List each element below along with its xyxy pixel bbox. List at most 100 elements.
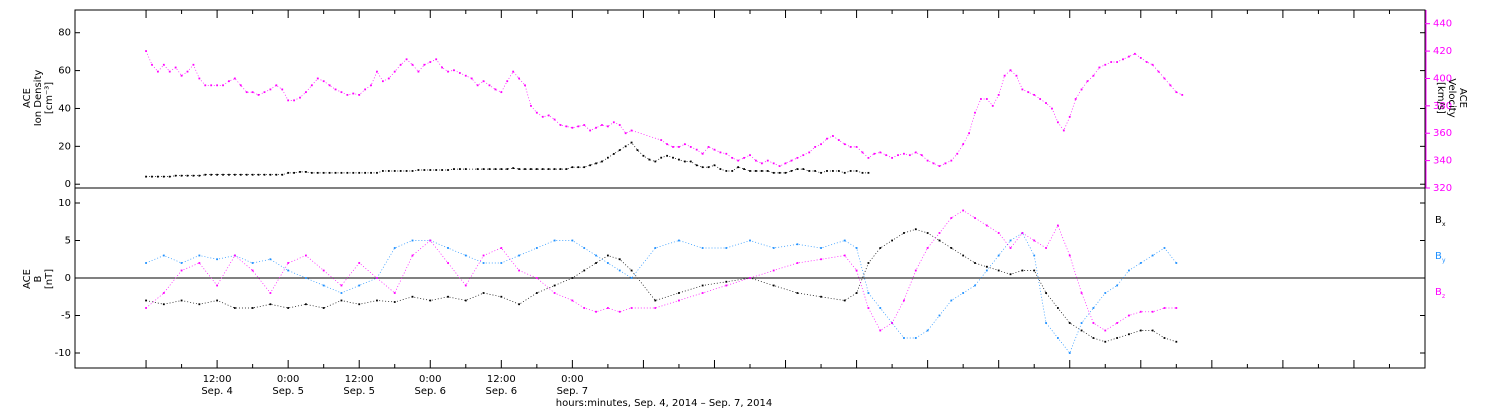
bottom-series-0-point	[1045, 292, 1047, 294]
top-series-1-point	[381, 80, 384, 83]
top-series-1-point	[370, 84, 372, 87]
top-series-1-point	[678, 146, 680, 148]
bottom-ylabel-line-1: ACE	[22, 269, 33, 289]
top-series-1-point	[755, 159, 757, 162]
top-right-tick-label: 380	[1433, 101, 1452, 112]
bottom-series-2-point	[145, 307, 147, 309]
top-series-0-point	[618, 149, 621, 152]
bottom-series-0-point	[938, 239, 941, 242]
top-series-0-point	[364, 171, 367, 174]
legend-label-y: B	[1435, 251, 1442, 262]
bottom-series-0-point	[464, 299, 467, 302]
top-series-0-point	[198, 174, 201, 177]
top-y2label-line-2: Velocity	[1446, 78, 1457, 117]
bottom-series-2-point	[855, 269, 858, 272]
top-series-1-point	[512, 70, 515, 73]
bottom-series-2-point	[938, 232, 941, 234]
bottom-series-0-point	[305, 303, 307, 306]
bottom-series-1-point	[903, 337, 905, 339]
top-series-0-point	[263, 173, 266, 176]
bottom-series-2-point	[358, 262, 361, 264]
top-series-1-point	[683, 143, 686, 146]
bottom-series-1-point	[553, 239, 556, 242]
top-series-1-point	[891, 156, 894, 159]
bottom-series-1-point	[518, 254, 520, 257]
top-series-1-point	[932, 162, 935, 165]
bottom-series-0-point	[606, 254, 609, 257]
top-series-1-point	[1051, 107, 1053, 110]
bottom-series-2-point	[926, 247, 929, 249]
top-right-tick-label: 340	[1433, 156, 1452, 167]
bottom-series-1-point	[180, 262, 183, 264]
top-series-1-point	[577, 125, 580, 128]
top-series-0-point	[381, 170, 384, 172]
bottom-tick-label: -10	[55, 348, 71, 359]
top-series-0-point	[666, 154, 669, 157]
bottom-series-0-point	[796, 292, 799, 294]
bottom-series-0-point	[867, 262, 870, 264]
top-series-0-point	[180, 174, 183, 177]
bottom-series-1-point	[879, 307, 882, 309]
bottom-series-0-point	[678, 292, 680, 294]
bottom-series-0-point	[518, 303, 520, 306]
bottom-series-1-point	[482, 262, 485, 264]
bottom-tick-label: -5	[61, 311, 71, 322]
top-series-0-point	[772, 171, 775, 174]
x-tick-date-label: Sep. 7	[557, 386, 589, 397]
top-ylabel-line-1: ACE	[22, 88, 33, 108]
top-series-1-point	[601, 124, 603, 126]
top-series-1-point	[180, 74, 183, 77]
bottom-series-1-point	[1139, 262, 1142, 264]
top-series-0-point	[506, 168, 509, 170]
bottom-series-1-point	[974, 284, 976, 287]
top-series-1-point	[464, 74, 467, 77]
x-tick-time-label: 12:00	[487, 374, 516, 385]
top-series-1-point	[518, 77, 520, 80]
top-series-1-point	[251, 91, 254, 94]
top-series-1-point	[476, 84, 479, 87]
top-series-0-point	[725, 170, 728, 172]
bottom-series-2-point	[1151, 310, 1154, 313]
top-series-0-point	[423, 169, 426, 171]
top-series-0-point	[707, 166, 710, 169]
top-series-0-point	[245, 173, 248, 176]
bottom-series-0-point	[162, 303, 165, 306]
top-right-tick-label: 360	[1433, 128, 1452, 139]
top-series-1-point	[1045, 102, 1047, 105]
top-series-1-point	[275, 84, 278, 87]
bottom-series-2-point	[843, 254, 846, 257]
bottom-series-2-point	[701, 292, 704, 294]
bottom-series-2-point	[1139, 310, 1142, 313]
bottom-series-0-point	[903, 232, 905, 234]
top-series-0-point	[168, 175, 171, 178]
top-series-1-point	[310, 84, 313, 87]
top-series-0-point	[216, 173, 219, 176]
top-series-1-point	[1021, 88, 1024, 91]
bottom-series-1-point	[595, 254, 597, 257]
bottom-series-2-point	[553, 292, 556, 294]
x-tick-time-label: 12:00	[345, 374, 374, 385]
top-series-1-point	[559, 124, 562, 126]
top-series-1-point	[470, 77, 473, 80]
top-series-1-point	[293, 99, 295, 102]
top-series-1-point	[743, 156, 745, 159]
top-series-0-point	[695, 164, 698, 167]
top-series-1-point	[1033, 93, 1036, 96]
top-series-1-point	[914, 151, 917, 154]
bottom-panel: -10 -5 0 5 10	[55, 187, 1426, 369]
bottom-series-2-point	[1009, 247, 1012, 249]
top-series-1-point	[1169, 84, 1172, 87]
top-series-1-point	[672, 146, 674, 148]
top-series-0-point	[204, 173, 207, 176]
bottom-series-2-point	[678, 299, 680, 302]
top-series-1-point	[695, 148, 698, 151]
top-series-0-point	[755, 170, 757, 172]
bottom-series-2-point	[393, 292, 396, 294]
top-series-1-point	[749, 154, 751, 157]
bottom-series-0-point	[1116, 337, 1119, 339]
bottom-series-0-trace	[146, 228, 1177, 343]
bottom-series-2-point	[376, 277, 378, 279]
bottom-series-0-point	[482, 292, 485, 294]
bottom-series-1-point	[654, 247, 657, 249]
top-series-0-point	[660, 156, 663, 159]
